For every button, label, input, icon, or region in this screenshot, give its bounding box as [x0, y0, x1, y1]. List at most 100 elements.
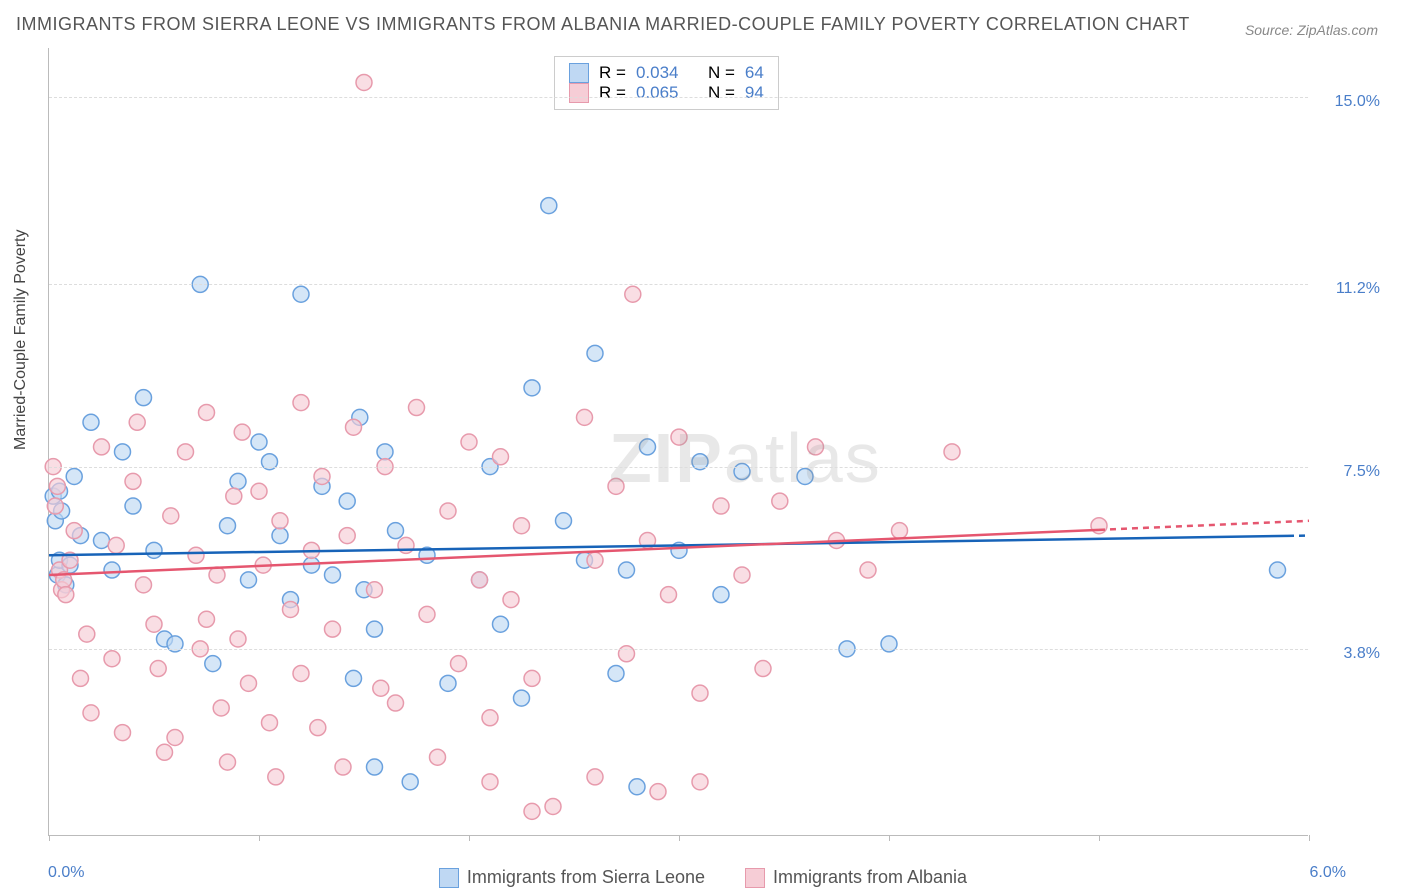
scatter-point — [150, 661, 166, 677]
scatter-point — [472, 572, 488, 588]
scatter-point — [944, 444, 960, 460]
scatter-point — [514, 690, 530, 706]
legend-row-sierra-leone: R = 0.034 N = 64 — [569, 63, 764, 83]
scatter-point — [94, 533, 110, 549]
r-label: R = — [599, 83, 626, 103]
scatter-point — [213, 700, 229, 716]
scatter-point — [713, 498, 729, 514]
source-attribution: Source: ZipAtlas.com — [1245, 22, 1378, 38]
scatter-point — [325, 567, 341, 583]
scatter-point — [619, 562, 635, 578]
scatter-point — [482, 774, 498, 790]
scatter-point — [388, 695, 404, 711]
scatter-point — [94, 439, 110, 455]
scatter-point — [524, 803, 540, 819]
scatter-point — [272, 513, 288, 529]
scatter-point — [377, 444, 393, 460]
scatter-point — [115, 725, 131, 741]
scatter-point — [66, 523, 82, 539]
scatter-point — [272, 528, 288, 544]
gridline — [49, 467, 1308, 468]
scatter-point — [108, 537, 124, 553]
scatter-point — [104, 651, 120, 667]
scatter-point — [268, 769, 284, 785]
scatter-point — [157, 744, 173, 760]
scatter-point — [83, 705, 99, 721]
scatter-point — [734, 567, 750, 583]
scatter-point — [1270, 562, 1286, 578]
scatter-point — [755, 661, 771, 677]
scatter-point — [339, 493, 355, 509]
scatter-point — [367, 759, 383, 775]
swatch-sierra-leone-bottom — [439, 868, 459, 888]
scatter-point — [388, 523, 404, 539]
watermark-rest: atlas — [724, 419, 882, 497]
scatter-point — [493, 616, 509, 632]
scatter-point — [262, 715, 278, 731]
x-tick-mark — [1099, 835, 1100, 841]
watermark: ZIPatlas — [609, 418, 882, 498]
scatter-point — [440, 503, 456, 519]
scatter-point — [146, 616, 162, 632]
scatter-point — [556, 513, 572, 529]
scatter-point — [367, 582, 383, 598]
scatter-point — [335, 759, 351, 775]
trend-line — [49, 536, 1288, 555]
scatter-point — [451, 656, 467, 672]
scatter-point — [146, 542, 162, 558]
scatter-point — [167, 730, 183, 746]
y-tick-label: 7.5% — [1344, 463, 1380, 481]
scatter-point — [524, 380, 540, 396]
scatter-point — [409, 400, 425, 416]
scatter-point — [199, 404, 215, 420]
n-label: N = — [708, 83, 735, 103]
scatter-point — [205, 656, 221, 672]
x-tick-mark — [1309, 835, 1310, 841]
scatter-point — [241, 675, 257, 691]
scatter-point — [220, 518, 236, 534]
scatter-point — [692, 774, 708, 790]
scatter-point — [220, 754, 236, 770]
scatter-point — [293, 286, 309, 302]
scatter-point — [314, 468, 330, 484]
scatter-point — [1091, 518, 1107, 534]
gridline — [49, 284, 1308, 285]
scatter-point — [430, 749, 446, 765]
watermark-bold: ZIP — [609, 419, 724, 497]
n-value-sierra-leone: 64 — [745, 63, 764, 83]
legend-item-sierra-leone: Immigrants from Sierra Leone — [439, 867, 705, 888]
scatter-point — [283, 601, 299, 617]
y-tick-label: 11.2% — [1336, 280, 1380, 298]
y-tick-label: 15.0% — [1335, 93, 1380, 111]
scatter-point — [339, 528, 355, 544]
scatter-point — [367, 621, 383, 637]
scatter-point — [230, 473, 246, 489]
chart-title: IMMIGRANTS FROM SIERRA LEONE VS IMMIGRAN… — [16, 14, 1190, 35]
x-tick-mark — [889, 835, 890, 841]
r-value-albania: 0.065 — [636, 83, 679, 103]
swatch-albania — [569, 83, 589, 103]
correlation-legend: R = 0.034 N = 64 R = 0.065 N = 94 — [554, 56, 779, 110]
scatter-point — [524, 670, 540, 686]
scatter-point — [402, 774, 418, 790]
scatter-point — [58, 587, 74, 603]
legend-item-albania: Immigrants from Albania — [745, 867, 967, 888]
gridline — [49, 97, 1308, 98]
scatter-point — [419, 606, 435, 622]
scatter-point — [514, 518, 530, 534]
scatter-point — [83, 414, 99, 430]
scatter-point — [129, 414, 145, 430]
scatter-point — [325, 621, 341, 637]
y-tick-label: 3.8% — [1344, 645, 1380, 663]
scatter-point — [482, 710, 498, 726]
scatter-point — [356, 74, 372, 90]
scatter-point — [892, 523, 908, 539]
scatter-point — [136, 390, 152, 406]
scatter-point — [293, 665, 309, 681]
trend-line-extrapolated — [1099, 521, 1309, 530]
scatter-point — [713, 587, 729, 603]
scatter-point — [650, 784, 666, 800]
swatch-albania-bottom — [745, 868, 765, 888]
scatter-point — [47, 498, 63, 514]
scatter-point — [346, 670, 362, 686]
